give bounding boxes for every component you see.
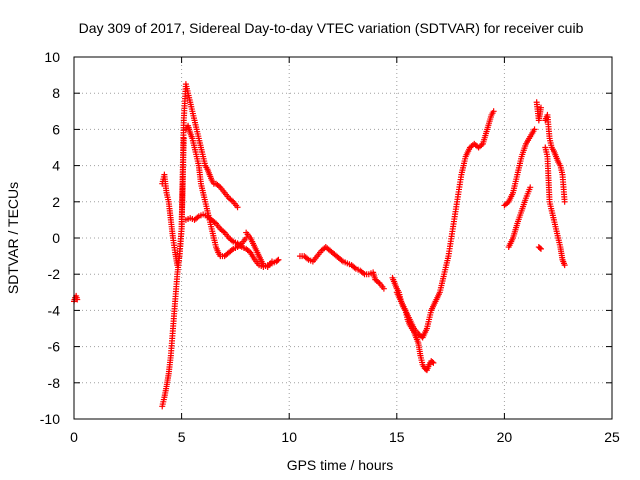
series-s12 xyxy=(535,244,544,252)
data-point xyxy=(537,104,544,111)
data-point xyxy=(561,198,568,205)
x-tick-label: 15 xyxy=(389,429,405,445)
data-point xyxy=(537,245,544,252)
data-point xyxy=(561,262,568,269)
y-tick-label: -10 xyxy=(40,411,60,427)
y-tick-label: 6 xyxy=(52,121,60,137)
grid-layer xyxy=(74,57,612,419)
data-point xyxy=(429,358,436,365)
data-point xyxy=(74,296,81,303)
series-s2 xyxy=(159,135,187,410)
y-axis-label: SDTVAR / TECUs xyxy=(5,182,21,294)
series-s8 xyxy=(393,108,497,341)
series-s10 xyxy=(505,184,534,251)
y-tick-label: 2 xyxy=(52,194,60,210)
y-tick-label: 8 xyxy=(52,85,60,101)
x-axis-label: GPS time / hours xyxy=(287,457,394,473)
data-point xyxy=(275,256,282,263)
x-tick-label: 20 xyxy=(497,429,513,445)
series-s13 xyxy=(542,111,568,205)
y-tick-label: -4 xyxy=(48,302,61,318)
x-tick-label: 10 xyxy=(281,429,297,445)
y-tick-label: 10 xyxy=(44,49,60,65)
series-s5 xyxy=(243,229,275,270)
data-point xyxy=(180,135,187,142)
data-point xyxy=(531,126,538,133)
data-point xyxy=(490,108,497,115)
series-s3 xyxy=(182,122,250,260)
data-point xyxy=(430,359,437,366)
y-tick-label: -2 xyxy=(48,266,61,282)
y-tick-label: -6 xyxy=(48,339,61,355)
data-point xyxy=(527,184,534,191)
data-point xyxy=(234,204,241,211)
data-points-layer xyxy=(71,81,568,410)
series-s9 xyxy=(501,126,538,209)
x-tick-label: 0 xyxy=(70,429,78,445)
series-s6 xyxy=(296,244,387,292)
y-tick-label: 0 xyxy=(52,230,60,246)
x-tick-label: 5 xyxy=(178,429,186,445)
series-s4 xyxy=(182,211,282,270)
data-point xyxy=(536,244,543,251)
data-point xyxy=(380,285,387,292)
data-point xyxy=(268,258,275,265)
y-tick-label: 4 xyxy=(52,158,60,174)
y-tick-label: -8 xyxy=(48,375,61,391)
x-tick-label: 25 xyxy=(604,429,620,445)
series-s11 xyxy=(533,99,544,124)
data-point xyxy=(274,257,281,264)
chart-title: Day 309 of 2017, Sidereal Day-to-day VTE… xyxy=(79,20,584,36)
series-s14 xyxy=(542,144,568,269)
tick-layer: 0 5 10 15 20 25 -10 -8 -6 -4 -2 0 2 4 6 8 10 xyxy=(40,49,620,445)
